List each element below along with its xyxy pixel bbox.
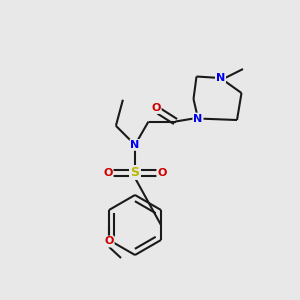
Text: N: N (194, 113, 202, 124)
Text: S: S (130, 166, 140, 179)
Text: O: O (104, 236, 114, 247)
Text: O: O (151, 103, 161, 113)
Text: O: O (157, 167, 167, 178)
Text: O: O (103, 167, 113, 178)
Text: N: N (216, 73, 225, 83)
Text: N: N (130, 140, 140, 150)
